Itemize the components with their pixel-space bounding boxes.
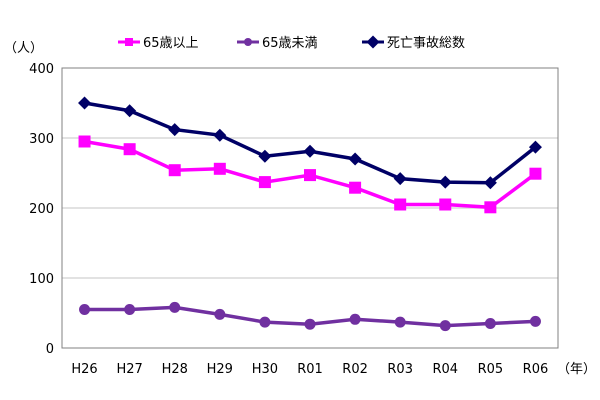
data-point bbox=[348, 152, 362, 166]
data-point bbox=[484, 318, 496, 329]
x-tick-label: H30 bbox=[252, 362, 278, 377]
x-tick-label: H29 bbox=[207, 362, 233, 377]
legend: 65歳以上 65歳未満 死亡事故総数 bbox=[118, 35, 465, 51]
series-2 bbox=[78, 96, 542, 190]
data-point bbox=[304, 318, 316, 330]
x-tick-label: R03 bbox=[387, 362, 413, 377]
data-point bbox=[349, 181, 362, 194]
data-point bbox=[168, 164, 181, 177]
x-tick-label: R05 bbox=[478, 362, 504, 377]
data-point bbox=[303, 144, 317, 158]
legend-item: 死亡事故総数 bbox=[362, 35, 465, 51]
data-point bbox=[124, 304, 136, 315]
data-point bbox=[484, 201, 497, 214]
y-tick-label: 200 bbox=[29, 202, 54, 217]
data-point bbox=[258, 176, 271, 189]
data-point bbox=[528, 140, 542, 154]
y-tick-label: 100 bbox=[29, 272, 54, 287]
data-point bbox=[123, 104, 137, 118]
y-tick-label: 300 bbox=[29, 132, 54, 147]
data-point bbox=[168, 123, 182, 137]
x-axis-label: （年） bbox=[557, 362, 596, 377]
x-tick-label: H28 bbox=[162, 362, 188, 377]
data-point bbox=[349, 313, 361, 325]
series-group bbox=[78, 96, 542, 332]
series-0 bbox=[78, 135, 542, 214]
data-point bbox=[394, 316, 406, 328]
data-point bbox=[393, 172, 407, 186]
data-point bbox=[214, 308, 226, 320]
x-axis: H26 H27 H28 H29 H30 R01 R02 R03 R04 R05 R06 bbox=[71, 362, 548, 377]
x-tick-label: R06 bbox=[523, 362, 549, 377]
data-point bbox=[439, 320, 451, 332]
data-point bbox=[213, 128, 227, 142]
data-point bbox=[529, 167, 542, 180]
data-point bbox=[123, 143, 136, 156]
y-tick-label: 0 bbox=[46, 342, 54, 357]
legend-marker bbox=[244, 38, 252, 46]
data-point bbox=[258, 149, 272, 163]
series-1 bbox=[79, 301, 541, 332]
data-point bbox=[483, 176, 497, 190]
y-axis: 0 100 200 300 400 bbox=[29, 62, 54, 357]
data-point bbox=[304, 169, 316, 182]
y-tick-label: 400 bbox=[29, 62, 54, 77]
data-point bbox=[439, 198, 452, 211]
legend-label: 65歳未満 bbox=[262, 36, 318, 51]
data-point bbox=[78, 96, 92, 110]
x-tick-label: H26 bbox=[71, 362, 97, 377]
data-point bbox=[169, 301, 181, 313]
data-point bbox=[259, 316, 271, 328]
legend-marker bbox=[125, 38, 133, 46]
legend-item: 65歳以上 bbox=[118, 36, 199, 51]
data-point bbox=[394, 198, 407, 211]
data-point bbox=[78, 135, 91, 148]
legend-label: 死亡事故総数 bbox=[387, 36, 465, 51]
legend-item: 65歳未満 bbox=[237, 36, 318, 51]
plot-area bbox=[61, 67, 559, 349]
x-tick-label: R01 bbox=[297, 362, 323, 377]
data-point bbox=[438, 175, 452, 189]
legend-marker bbox=[366, 35, 380, 49]
legend-label: 65歳以上 bbox=[143, 36, 199, 51]
x-tick-label: R04 bbox=[432, 362, 458, 377]
data-point bbox=[79, 304, 91, 315]
data-point bbox=[529, 315, 541, 327]
x-tick-label: H27 bbox=[116, 362, 142, 377]
y-axis-label: （人） bbox=[4, 41, 43, 56]
x-tick-label: R02 bbox=[342, 362, 368, 377]
data-point bbox=[213, 162, 226, 175]
